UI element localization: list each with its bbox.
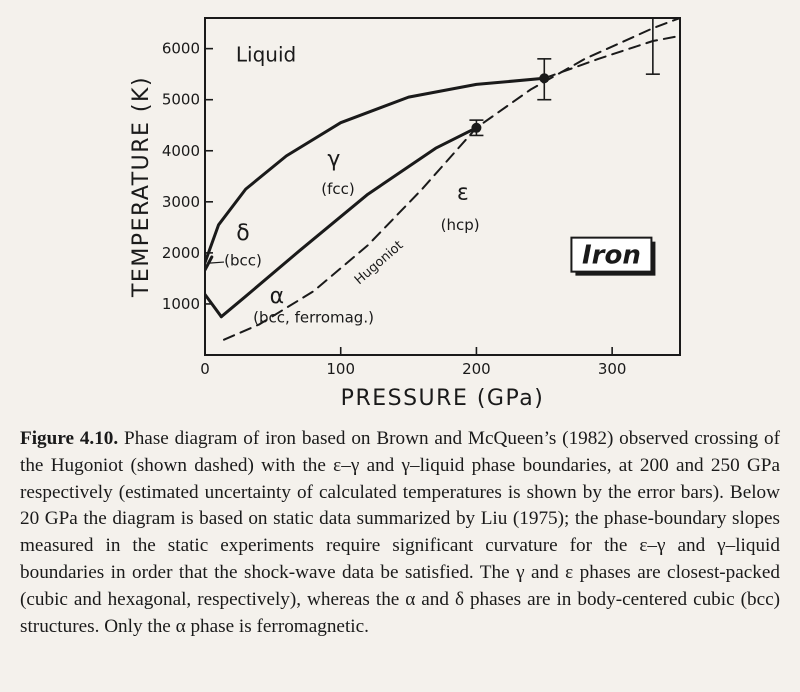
- y-axis-label: TEMPERATURE (K): [129, 76, 154, 298]
- annotation-4: (hcp): [441, 216, 480, 234]
- figure-caption: Figure 4.10. Phase diagram of iron based…: [20, 426, 780, 640]
- phase-diagram-figure: 0 100 200 300 1000 2000 3000 4000 5000 6000 PRESSU…: [120, 0, 800, 410]
- series-line-4: [223, 18, 680, 341]
- caption-label: Figure 4.10.: [20, 428, 119, 449]
- phase-diagram-chart: 0 100 200 300 1000 2000 3000 4000 5000 6000 PRESSU…: [129, 17, 681, 410]
- x-tick-label: 100: [326, 360, 355, 378]
- annotation-iron: Iron: [582, 241, 641, 271]
- x-tick-label: 200: [462, 360, 491, 378]
- series-line-3: [205, 255, 214, 272]
- series-line-2: [205, 293, 223, 319]
- annotation-5: δ: [236, 221, 249, 246]
- annotation-2: (fcc): [321, 180, 354, 198]
- annotation-7: α: [270, 284, 285, 309]
- x-axis-label: PRESSURE (GPa): [341, 386, 545, 410]
- annotation-8: (bcc, ferromag.): [253, 308, 374, 326]
- plot-frame: [204, 17, 681, 356]
- annotation-6: (bcc): [224, 252, 262, 270]
- series-line-0: [205, 76, 546, 264]
- iron-label-box: [570, 236, 653, 273]
- y-tick-label: 6000: [162, 40, 200, 58]
- annotation-0: Liquid: [236, 42, 296, 66]
- data-point-1: [539, 73, 550, 84]
- y-tick-label: 4000: [162, 142, 200, 160]
- annotation-9: Hugoniot: [352, 238, 406, 288]
- x-tick-label: 0: [200, 360, 210, 378]
- annotation-3: ε: [457, 180, 469, 205]
- series-line-1: [219, 126, 478, 319]
- data-point-0: [471, 122, 482, 133]
- series-line-5: [543, 34, 680, 80]
- y-tick-label: 2000: [162, 244, 200, 262]
- y-tick-label: 3000: [162, 193, 200, 211]
- delta-leader: [209, 261, 225, 264]
- y-tick-label: 5000: [162, 91, 200, 109]
- y-tick-label: 1000: [162, 295, 200, 313]
- x-tick-label: 300: [598, 360, 627, 378]
- caption-text: Phase diagram of iron based on Brown and…: [20, 428, 780, 637]
- annotation-1: γ: [327, 147, 340, 172]
